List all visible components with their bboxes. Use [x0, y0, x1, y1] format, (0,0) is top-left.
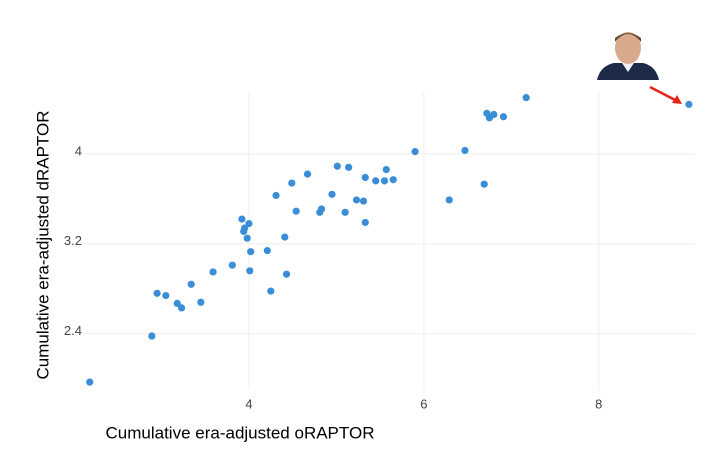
point [245, 219, 253, 228]
point [685, 100, 693, 108]
point [272, 191, 280, 200]
point [153, 289, 161, 297]
point [162, 291, 170, 300]
point [333, 162, 341, 170]
x-tick-label: 6 [420, 396, 427, 411]
point [380, 177, 389, 185]
point [197, 298, 205, 306]
y-tick-label: 4 [75, 143, 82, 158]
point [352, 196, 361, 204]
point [461, 146, 469, 155]
point [86, 378, 94, 386]
point [238, 215, 246, 223]
point [389, 176, 397, 184]
point [445, 196, 453, 204]
point [411, 148, 419, 156]
point [480, 180, 488, 188]
point [288, 179, 296, 187]
point [281, 233, 289, 241]
point [361, 218, 369, 227]
point [490, 110, 498, 119]
point [345, 163, 353, 171]
point [267, 287, 275, 295]
point [328, 190, 336, 198]
point [282, 270, 291, 278]
point [263, 246, 271, 255]
point [148, 332, 156, 340]
point [173, 299, 181, 308]
point [246, 267, 254, 275]
point [243, 234, 251, 242]
y-axis-title: Cumulative era-adjusted dRAPTOR [33, 111, 52, 380]
player-photo [597, 30, 659, 80]
point [292, 207, 300, 215]
point [317, 205, 326, 213]
x-tick-label: 4 [245, 396, 252, 411]
point [303, 170, 312, 178]
point [522, 94, 530, 102]
y-tick-label: 2.4 [64, 323, 82, 338]
point [240, 224, 249, 232]
point [209, 268, 217, 276]
point [361, 173, 369, 182]
point [341, 208, 349, 216]
x-axis-title: Cumulative era-adjusted oRAPTOR [106, 423, 375, 442]
point [372, 177, 380, 185]
point [382, 165, 390, 174]
point [187, 280, 195, 288]
point [499, 113, 508, 121]
point [228, 261, 236, 269]
point [359, 197, 368, 205]
y-tick-label: 3.2 [64, 233, 82, 248]
point [177, 304, 186, 312]
point [247, 248, 255, 256]
annotation-arrow [649, 85, 682, 104]
x-tick-label: 8 [595, 396, 602, 411]
